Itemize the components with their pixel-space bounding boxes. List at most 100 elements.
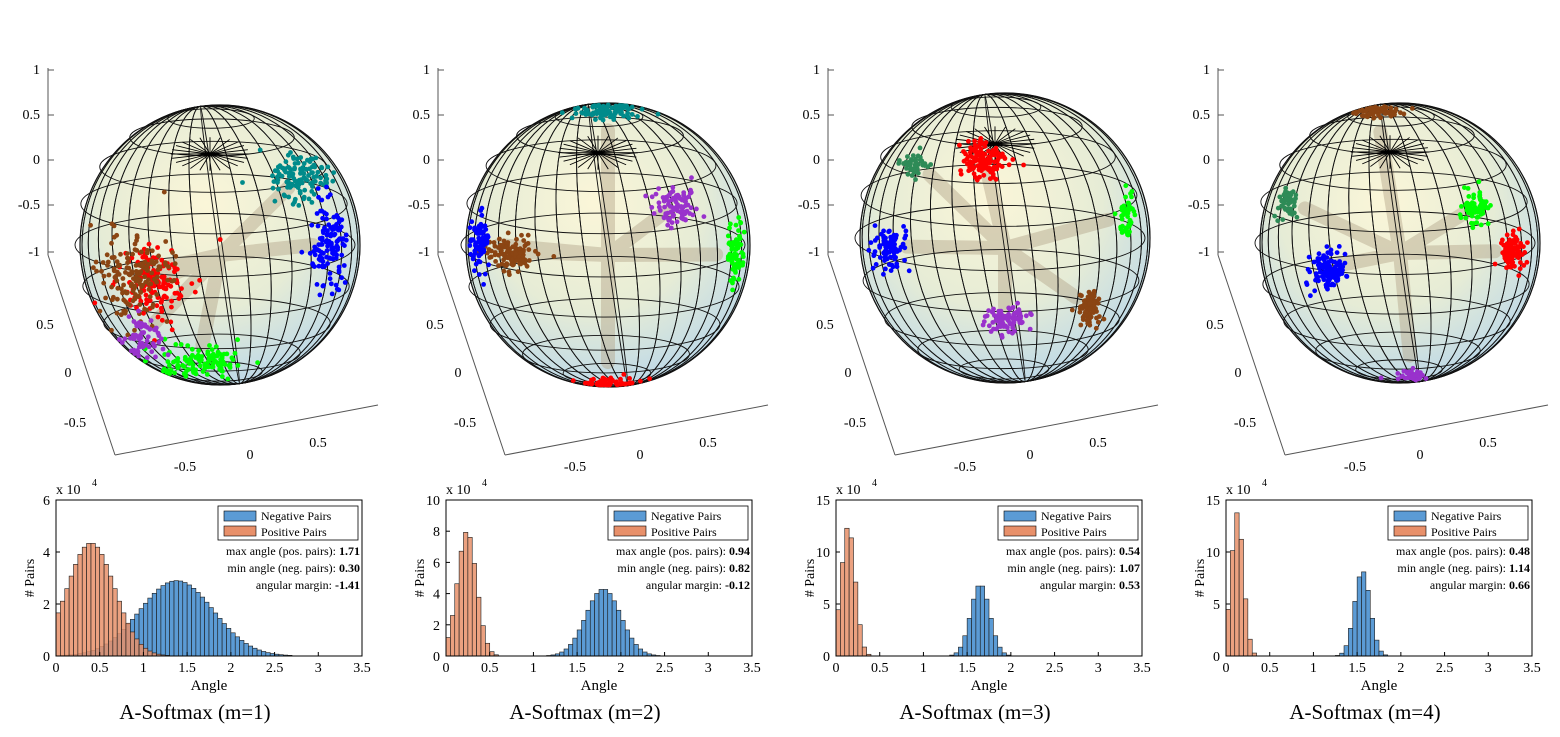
positive-bar	[480, 625, 486, 657]
feature-cluster	[475, 230, 557, 278]
negative-bar	[966, 618, 972, 657]
negative-bar	[217, 618, 223, 657]
z-tick-label: 0	[33, 153, 40, 168]
sphere-plot: 1 0.5 0 -0.5 -1 0.5 0 -0.5 -0.5 0 0.5	[1188, 63, 1549, 475]
positive-bar	[138, 643, 144, 657]
annotation: max angle (pos. pairs): 0.48	[1396, 544, 1530, 558]
annotation-value: 1.71	[339, 544, 360, 558]
z-tick-label: 1	[423, 63, 430, 78]
x-axis-label: Angle	[971, 678, 1008, 694]
positive-bar	[130, 631, 135, 657]
annotation: angular margin: -1.41	[256, 578, 360, 592]
negative-bar	[620, 620, 626, 657]
feature-cluster	[725, 215, 747, 293]
x-tick-label: 0.5	[871, 661, 889, 676]
x-tick-label: 1.5	[1348, 661, 1366, 676]
y-tick-label: 4	[43, 546, 50, 561]
annotation-value: 0.53	[1119, 578, 1140, 592]
sphere-weight-vectors	[899, 165, 1116, 313]
positive-pairs-bars	[1225, 512, 1257, 657]
x-tick-label: 1.5	[568, 661, 586, 676]
positive-bar	[60, 600, 66, 657]
positive-bar	[116, 600, 122, 657]
negative-bar	[261, 651, 267, 657]
legend-label-negative: Negative Pairs	[1041, 509, 1112, 523]
legend-label-negative: Negative Pairs	[261, 509, 332, 523]
x-tick-label: -0.5	[1344, 460, 1366, 475]
x-tick-label: 2	[1397, 661, 1404, 676]
annotation-value: -1.41	[335, 578, 360, 592]
y-tick-label: 5	[823, 598, 830, 613]
positive-bar	[1247, 638, 1253, 657]
y-tick-label: 10	[816, 546, 830, 561]
positive-bar	[445, 637, 451, 657]
x-tick-label: 3.5	[1523, 661, 1541, 676]
sphere-pole	[170, 137, 250, 171]
negative-bar	[151, 592, 157, 657]
negative-bar	[221, 623, 227, 657]
x-tick-label: 1	[1310, 661, 1317, 676]
y-tick-label: 0	[433, 650, 440, 665]
positive-pairs-bars	[835, 527, 872, 657]
legend-swatch-positive	[1393, 525, 1427, 537]
legend-label-positive: Positive Pairs	[1431, 525, 1497, 539]
positive-bar	[68, 575, 74, 657]
y-tick-label: 15	[816, 494, 830, 509]
positive-bar	[64, 588, 70, 657]
negative-bar	[230, 632, 236, 657]
feature-cluster	[299, 184, 349, 298]
feature-cluster	[1378, 365, 1429, 383]
y-tick-label: 4	[433, 588, 440, 603]
sphere-axes	[437, 68, 769, 456]
annotation-label: min angle (neg. pairs):	[227, 561, 339, 575]
positive-bar	[857, 624, 863, 657]
x-tick-label: 0	[53, 661, 60, 676]
legend: Negative Pairs Positive Pairs	[997, 505, 1139, 541]
positive-bar	[55, 612, 61, 657]
annotation-value: 1.07	[1119, 561, 1140, 575]
positive-bar	[835, 609, 841, 657]
positive-bar	[86, 543, 92, 657]
legend-swatch-negative	[613, 510, 647, 522]
positive-bar	[90, 543, 96, 657]
legend-swatch-positive	[1003, 525, 1037, 537]
annotation: angular margin: -0.12	[646, 578, 750, 592]
x-tick-label: 2	[227, 661, 234, 676]
y-multiplier: x 10	[56, 483, 81, 498]
x-tick-label: 0.5	[699, 436, 717, 451]
y-tick-label: 0.5	[36, 318, 54, 333]
z-tick-label: 0.5	[413, 108, 431, 123]
histogram-frame	[55, 499, 363, 657]
annotation-label: max angle (pos. pairs):	[226, 544, 339, 558]
x-tick-label: 1.5	[958, 661, 976, 676]
legend: Negative Pairs Positive Pairs	[217, 505, 359, 541]
x-tick-label: 1	[140, 661, 147, 676]
sphere-pole	[1350, 135, 1430, 169]
positive-bar	[861, 646, 867, 657]
x-tick-label: -0.5	[954, 460, 976, 475]
feature-cluster	[1304, 244, 1350, 299]
histogram-plot: 0 0.5 1 1.5 2 2.5 3 3.5 0 2 4 6 8 10 x 10 4 Angle # Pairs…	[413, 478, 761, 694]
histogram-plot: 0 0.5 1 1.5 2 2.5 3 3.5 0 5 10 15 x 10 4 Angle # Pairs N…	[803, 478, 1151, 694]
x-tick-label: 0.5	[1261, 661, 1279, 676]
annotation: max angle (pos. pairs): 0.94	[616, 544, 750, 558]
histogram-frame	[1225, 499, 1533, 657]
negative-bar	[208, 607, 214, 657]
y-tick-label: 10	[426, 494, 440, 509]
annotation-label: max angle (pos. pairs):	[1396, 544, 1509, 558]
negative-pairs-bars	[949, 585, 1012, 657]
negative-bar	[607, 593, 613, 657]
sphere-grid	[460, 102, 751, 388]
panel-caption: A-Softmax (m=2)	[509, 700, 661, 724]
panel-graphics: 1 0.5 0 -0.5 -1 0.5 0 -0.5 -0.5 0 0.5 0 0.5 1 1.5 2 2.5 3…	[798, 63, 1159, 694]
y-multiplier: x 10	[446, 483, 471, 498]
y-tick-label: 0	[1213, 650, 1220, 665]
x-tick-label: 1	[920, 661, 927, 676]
positive-bar	[485, 642, 491, 657]
negative-bar	[1369, 618, 1375, 657]
x-tick-label: 1.5	[178, 661, 196, 676]
z-tick-label: 0	[423, 153, 430, 168]
z-tick-label: -1	[418, 245, 430, 260]
x-tick-label: 0.5	[309, 436, 327, 451]
y-multiplier: x 10	[836, 483, 861, 498]
